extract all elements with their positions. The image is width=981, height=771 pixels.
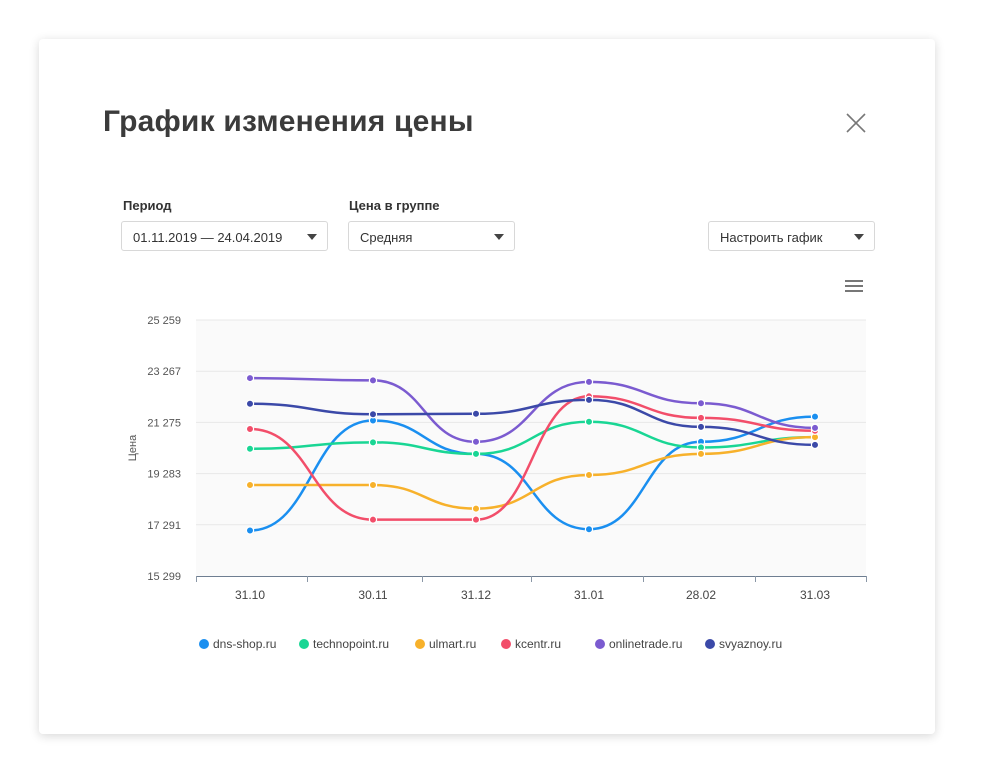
data-point	[368, 515, 378, 524]
data-point	[471, 409, 481, 418]
data-point	[584, 470, 594, 480]
data-point	[245, 424, 255, 434]
series-line-svyaznoy.ru	[248, 398, 817, 447]
period-select[interactable]: 01.11.2019 — 24.04.2019	[121, 221, 328, 251]
data-point	[696, 413, 706, 423]
data-point	[368, 480, 378, 490]
configure-chart-select[interactable]: Настроить гафик	[708, 221, 875, 251]
data-point	[245, 480, 255, 490]
close-icon[interactable]	[845, 112, 867, 134]
legend-item-technopoint.ru[interactable]: technopoint.ru	[299, 637, 389, 651]
price-chart-modal: График изменения цены Период 01.11.2019 …	[39, 39, 935, 734]
data-point	[584, 395, 594, 405]
legend-label: onlinetrade.ru	[609, 637, 683, 651]
data-point	[245, 399, 255, 408]
legend-dot-icon	[595, 639, 605, 649]
hamburger-menu-icon[interactable]	[845, 280, 863, 294]
y-tick-label: 15 299	[147, 571, 181, 583]
caret-down-icon	[854, 234, 864, 240]
data-point	[696, 449, 706, 459]
legend-item-ulmart.ru[interactable]: ulmart.ru	[415, 637, 476, 651]
configure-chart-value: Настроить гафик	[720, 230, 823, 245]
legend-dot-icon	[199, 639, 209, 649]
data-point	[245, 373, 255, 383]
legend-dot-icon	[501, 639, 511, 649]
group-price-label: Цена в группе	[349, 198, 440, 213]
y-axis-label: Цена	[127, 434, 139, 461]
legend-item-onlinetrade.ru[interactable]: onlinetrade.ru	[595, 637, 682, 651]
group-price-value: Средняя	[360, 230, 413, 245]
data-point	[584, 377, 594, 387]
x-tick-label: 31.01	[574, 588, 604, 602]
data-point	[471, 449, 481, 459]
data-point	[584, 417, 594, 426]
data-point	[810, 423, 820, 433]
legend-label: technopoint.ru	[313, 637, 390, 651]
period-value: 01.11.2019 — 24.04.2019	[133, 230, 283, 245]
data-point	[471, 515, 481, 524]
caret-down-icon	[307, 234, 317, 240]
data-point	[368, 410, 378, 419]
modal-title: График изменения цены	[103, 105, 474, 138]
legend-item-kcentr.ru[interactable]: kcentr.ru	[501, 637, 561, 651]
x-tick-label: 30.11	[358, 588, 387, 602]
price-chart: 15 299 17 291 19 283 21 275 23 267 25 259 31.1…	[127, 315, 867, 602]
series-line-kcentr.ru	[248, 395, 817, 521]
series-line-technopoint.ru	[248, 420, 817, 456]
y-tick-label: 17 291	[147, 520, 181, 532]
plot-background	[196, 320, 866, 576]
legend-item-dns-shop.ru[interactable]: dns-shop.ru	[199, 637, 276, 651]
data-point	[471, 504, 481, 513]
y-tick-label: 19 283	[147, 469, 181, 481]
caret-down-icon	[494, 234, 504, 240]
x-tick-label: 28.02	[686, 588, 716, 602]
data-point	[810, 412, 820, 421]
legend-dot-icon	[299, 639, 309, 649]
data-point	[245, 526, 255, 535]
data-point	[471, 437, 481, 447]
series-line-ulmart.ru	[248, 435, 817, 510]
y-tick-label: 25 259	[147, 315, 181, 327]
legend-dot-icon	[415, 639, 425, 649]
legend-item-svyaznoy.ru[interactable]: svyaznoy.ru	[705, 637, 782, 651]
data-point	[696, 422, 706, 432]
y-tick-label: 21 275	[147, 417, 181, 429]
x-tick-label: 31.12	[461, 588, 491, 602]
y-tick-label: 23 267	[147, 366, 181, 378]
x-tick-label: 31.03	[800, 588, 830, 602]
legend-dot-icon	[705, 639, 715, 649]
legend-label: dns-shop.ru	[213, 637, 277, 651]
data-point	[584, 524, 594, 534]
group-price-select[interactable]: Средняя	[348, 221, 515, 251]
data-point	[368, 376, 378, 385]
data-point	[696, 399, 706, 408]
data-point	[245, 444, 255, 453]
data-point	[368, 438, 378, 447]
data-point	[810, 440, 820, 450]
legend-label: kcentr.ru	[515, 637, 562, 651]
legend-label: ulmart.ru	[429, 637, 477, 651]
period-label: Период	[123, 198, 172, 213]
series-line-onlinetrade.ru	[248, 376, 817, 444]
legend-label: svyaznoy.ru	[719, 637, 783, 651]
x-tick-label: 31.10	[235, 588, 265, 602]
